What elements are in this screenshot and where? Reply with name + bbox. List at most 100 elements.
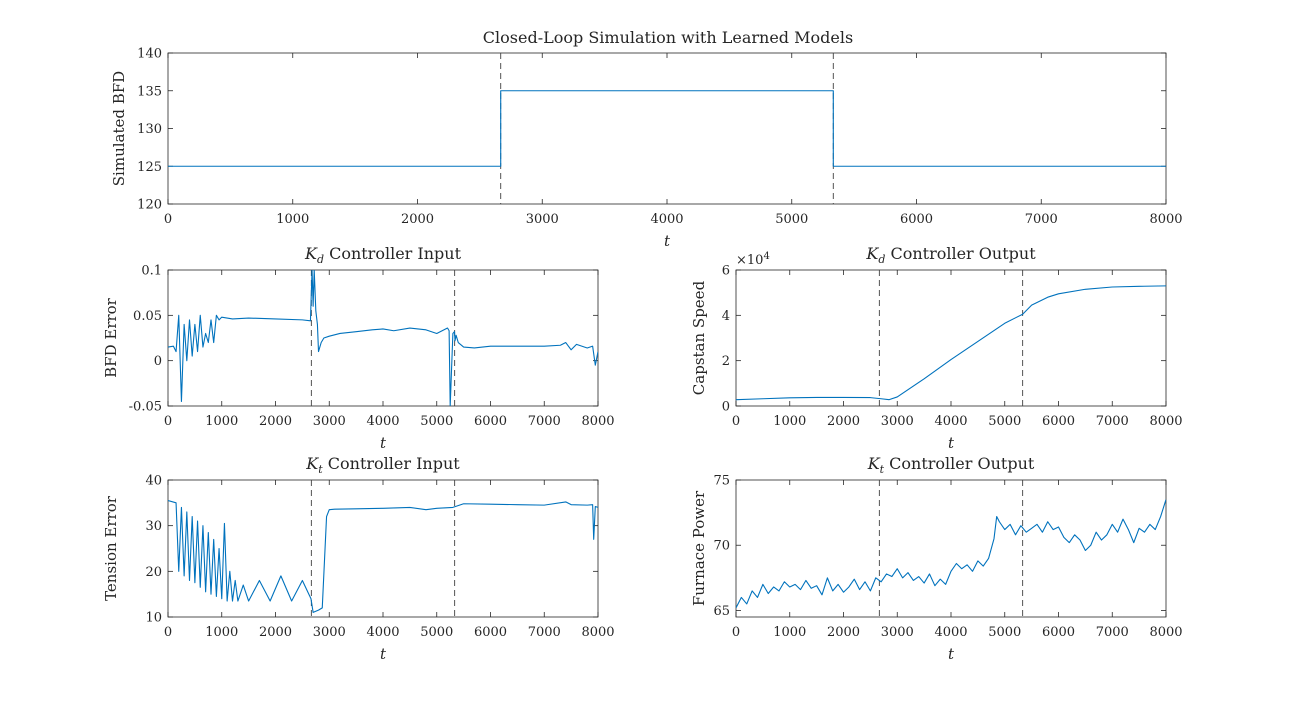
title-text: Controller Output — [884, 454, 1035, 473]
x-axis-label: t — [664, 232, 671, 250]
x-tick-label: 8000 — [1149, 212, 1182, 227]
panel-kt-input: 0 1000 2000 3000 4000 5000 6000 7000 8000 10 20 30 4… — [102, 454, 615, 663]
title-symbol: K — [305, 454, 319, 473]
y-tick-label: 70 — [713, 539, 730, 554]
title-text: Controller Input — [323, 454, 461, 473]
y-tick-label: 0 — [722, 400, 730, 415]
x-tick-label: 0 — [164, 212, 172, 227]
y-tick-label: 125 — [137, 160, 162, 175]
y-axis-label: Capstan Speed — [690, 280, 708, 395]
x-tick-label: 7000 — [1096, 414, 1129, 429]
x-axis-label: t — [380, 434, 387, 452]
x-axis-label: t — [948, 645, 955, 663]
x-tick-label: 5000 — [420, 625, 453, 640]
x-tick-label: 6000 — [474, 625, 507, 640]
series-line — [168, 500, 598, 613]
y-tick-label: 0.05 — [133, 309, 162, 324]
title-symbol: K — [304, 244, 318, 263]
exponent-power: 4 — [763, 251, 769, 262]
x-tick-label: 2000 — [259, 414, 292, 429]
title-subscript: t — [880, 463, 885, 476]
title-subscript: t — [318, 463, 323, 476]
title-subscript: d — [317, 253, 324, 266]
x-tick-label: 0 — [164, 625, 172, 640]
panel-kd-output: 0 1000 2000 3000 4000 5000 6000 7000 8000 0 2 4 6 t Ca… — [690, 244, 1183, 452]
y-tick-label: 120 — [137, 198, 162, 213]
y-tick-label: 4 — [722, 309, 730, 324]
y-tick-label: 20 — [145, 565, 162, 580]
x-tick-label: 0 — [164, 414, 172, 429]
figure-title: Closed-Loop Simulation with Learned Mode… — [483, 28, 853, 47]
title-text: Controller Output — [885, 244, 1036, 263]
x-tick-label: 2000 — [259, 625, 292, 640]
subplot-title: Kt Controller Input — [305, 454, 460, 476]
series-line — [168, 90, 1166, 167]
x-tick-label: 8000 — [581, 625, 614, 640]
x-tick-label: 2000 — [401, 212, 434, 227]
y-tick-label: 10 — [145, 611, 162, 626]
x-axis-label: t — [380, 645, 387, 663]
x-tick-label: 6000 — [1042, 625, 1075, 640]
y-tick-label: 75 — [713, 474, 730, 489]
x-tick-label: 4000 — [934, 625, 967, 640]
x-tick-label: 6000 — [900, 212, 933, 227]
y-tick-label: 2 — [722, 354, 730, 369]
x-tick-label: 5000 — [420, 414, 453, 429]
panel-kd-input: 0 1000 2000 3000 4000 5000 6000 7000 8000-0.0500… — [102, 244, 615, 452]
x-tick-label: 6000 — [474, 414, 507, 429]
y-tick-label: -0.05 — [129, 400, 162, 415]
x-tick-label: 4000 — [366, 625, 399, 640]
x-tick-label: 3000 — [313, 414, 346, 429]
title-subscript: d — [878, 253, 885, 266]
series-line — [736, 499, 1166, 609]
subplot-title: Kd Controller Output — [865, 244, 1036, 266]
y-tick-label: 135 — [137, 84, 162, 99]
title-symbol: K — [867, 454, 881, 473]
y-axis-label: Tension Error — [102, 495, 120, 601]
x-tick-label: 8000 — [1149, 414, 1182, 429]
y-axis-label: Simulated BFD — [110, 71, 128, 186]
x-tick-label: 5000 — [775, 212, 808, 227]
x-tick-label: 4000 — [934, 414, 967, 429]
y-tick-label: 130 — [137, 122, 162, 137]
x-tick-label: 4000 — [366, 414, 399, 429]
x-tick-label: 7000 — [528, 625, 561, 640]
x-tick-label: 7000 — [1025, 212, 1058, 227]
x-tick-label: 7000 — [1096, 625, 1129, 640]
subplot-title: Kd Controller Input — [304, 244, 462, 266]
series-line — [736, 285, 1166, 401]
y-tick-label: 30 — [145, 519, 162, 534]
x-tick-label: 3000 — [526, 212, 559, 227]
series-line — [168, 270, 598, 406]
x-tick-label: 0 — [732, 414, 740, 429]
x-tick-label: 2000 — [827, 625, 860, 640]
panel-kt-output: 0 1000 2000 3000 4000 5000 6000 7000 8000 65 70 75 t… — [690, 454, 1183, 663]
exponent-base: ×10 — [736, 253, 763, 268]
x-tick-label: 8000 — [581, 414, 614, 429]
y-tick-label: 0.1 — [141, 264, 162, 279]
x-axis-label: t — [948, 434, 955, 452]
panels: 0 1000 2000 3000 4000 5000 6000 7000 80001201251… — [102, 47, 1183, 664]
x-tick-label: 1000 — [773, 414, 806, 429]
x-tick-label: 1000 — [205, 414, 238, 429]
y-exponent-label: ×104 — [736, 251, 770, 268]
x-tick-label: 7000 — [528, 414, 561, 429]
y-tick-label: 65 — [713, 604, 730, 619]
x-tick-label: 4000 — [650, 212, 683, 227]
y-axis-label: BFD Error — [102, 297, 120, 378]
title-text: Controller Input — [324, 244, 462, 263]
x-tick-label: 1000 — [773, 625, 806, 640]
y-axis-label: Furnace Power — [690, 490, 708, 606]
x-tick-label: 6000 — [1042, 414, 1075, 429]
y-tick-label: 0 — [154, 354, 162, 369]
subplot-title: Kt Controller Output — [867, 454, 1035, 476]
x-tick-label: 5000 — [988, 625, 1021, 640]
x-tick-label: 1000 — [205, 625, 238, 640]
x-tick-label: 8000 — [1149, 625, 1182, 640]
title-symbol: K — [865, 244, 879, 263]
y-tick-label: 40 — [145, 474, 162, 489]
x-tick-label: 5000 — [988, 414, 1021, 429]
x-tick-label: 3000 — [313, 625, 346, 640]
